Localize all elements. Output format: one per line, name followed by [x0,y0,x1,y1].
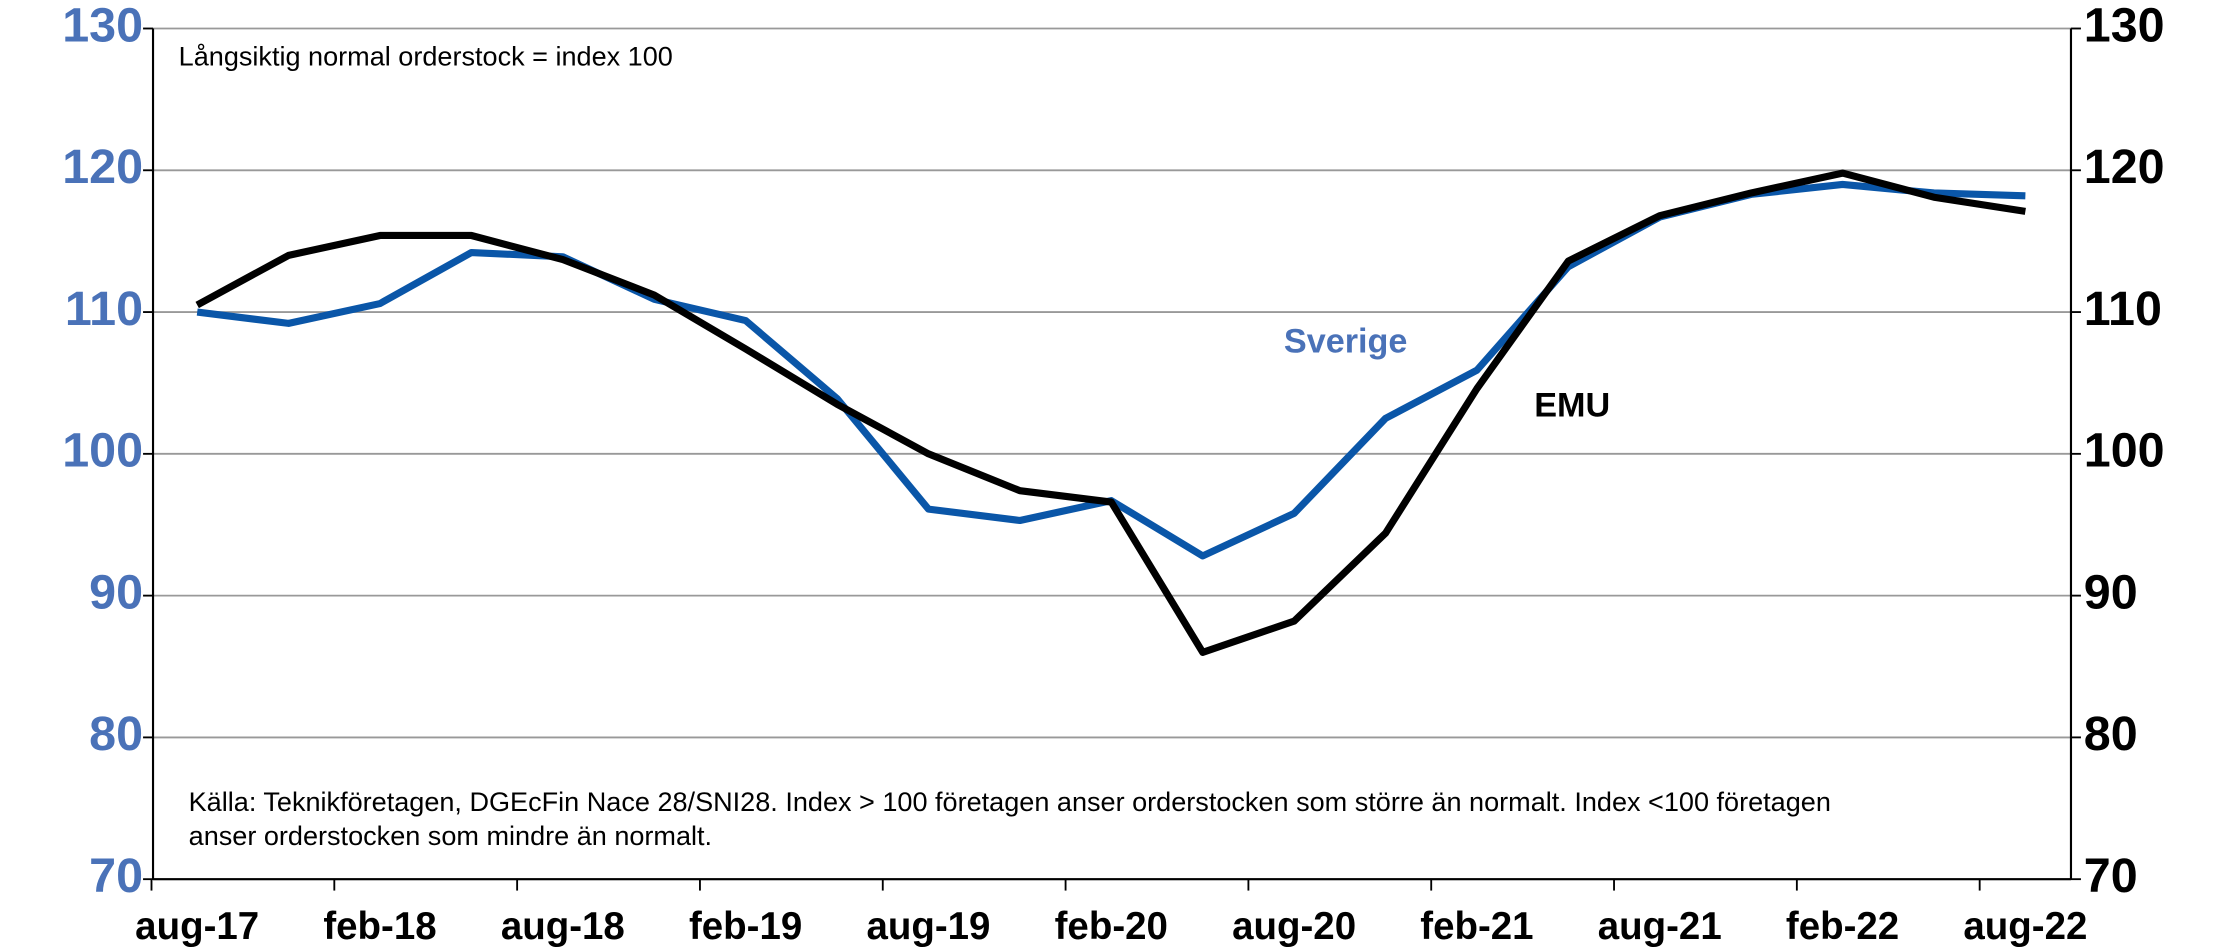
y-tick-label: 120 [62,140,143,194]
y-tick-label: 110 [65,282,143,336]
y-tick-label: 80 [89,707,143,761]
x-tick-label: aug-20 [1232,905,1356,948]
y2-tick-label: 90 [2084,565,2138,619]
x-tick-label: aug-22 [1963,905,2087,948]
y2-tick-label: 80 [2084,707,2138,761]
y2-tick-label: 70 [2084,849,2138,903]
x-tick-label: feb-18 [323,905,436,948]
y-tick-label: 130 [62,0,143,52]
source-note: anser orderstocken som mindre än normalt… [189,820,712,851]
x-tick-label: feb-22 [1786,905,1899,948]
y2-tick-label: 100 [2084,424,2165,478]
y2-tick-label: 120 [2084,140,2165,194]
source-note: Källa: Teknikföretagen, DGEcFin Nace 28/… [189,786,1831,817]
x-tick-label: aug-21 [1598,905,1722,948]
y-tick-label: 100 [62,424,143,478]
x-tick-label: feb-21 [1420,905,1533,948]
x-tick-label: aug-18 [501,905,625,948]
y2-tick-label: 110 [2084,282,2162,336]
legend-label: EMU [1534,387,1610,425]
x-tick-label: aug-17 [135,905,259,948]
series-line [195,169,2026,656]
legend-label: Sverige [1284,322,1408,360]
y2-tick-label: 130 [2084,0,2165,52]
annotation: Långsiktig normal orderstock = index 100 [179,41,673,72]
x-tick-label: feb-19 [689,905,802,948]
x-tick-label: feb-20 [1055,905,1168,948]
y-tick-label: 70 [89,849,143,903]
x-tick-label: aug-19 [866,905,990,948]
y-tick-label: 90 [89,565,143,619]
